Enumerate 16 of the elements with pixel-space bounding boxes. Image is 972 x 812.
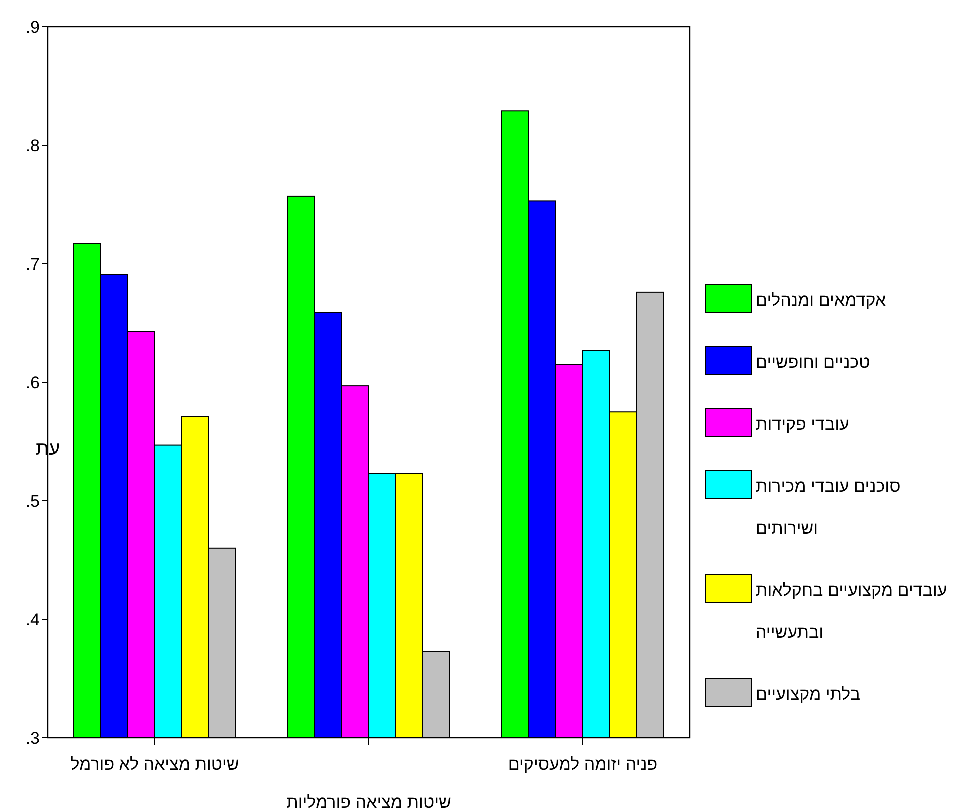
x-axis-title: שיטות מציאה פורמליות <box>286 793 452 812</box>
y-tick-label: .8 <box>26 136 40 156</box>
text: עובדים מקצועיים בחקלאות ובתעשייה <box>756 581 948 642</box>
legend-label: בלתי מקצועיים <box>756 685 861 704</box>
y-tick-label: .7 <box>26 255 40 274</box>
x-tick-label: שיטות מציאה לא פורמל <box>70 755 240 774</box>
legend-label: טכניים וחופשיים <box>756 353 870 372</box>
legend-label: אקדמאים ומנהלים <box>756 291 886 310</box>
y-tick-label: .6 <box>26 374 40 392</box>
y-tick-label: .5 <box>26 492 40 511</box>
text: סוכנים עובדי מכירות ושירותים <box>756 477 901 538</box>
legend-label: עובדי פקידות <box>756 415 850 434</box>
y-tick-label: .9 <box>26 18 40 37</box>
y-tick-label: .3 <box>26 729 40 748</box>
y-tick-label: .4 <box>26 610 40 630</box>
x-tick-label: פניה יזומה למעסיקים <box>508 755 658 774</box>
